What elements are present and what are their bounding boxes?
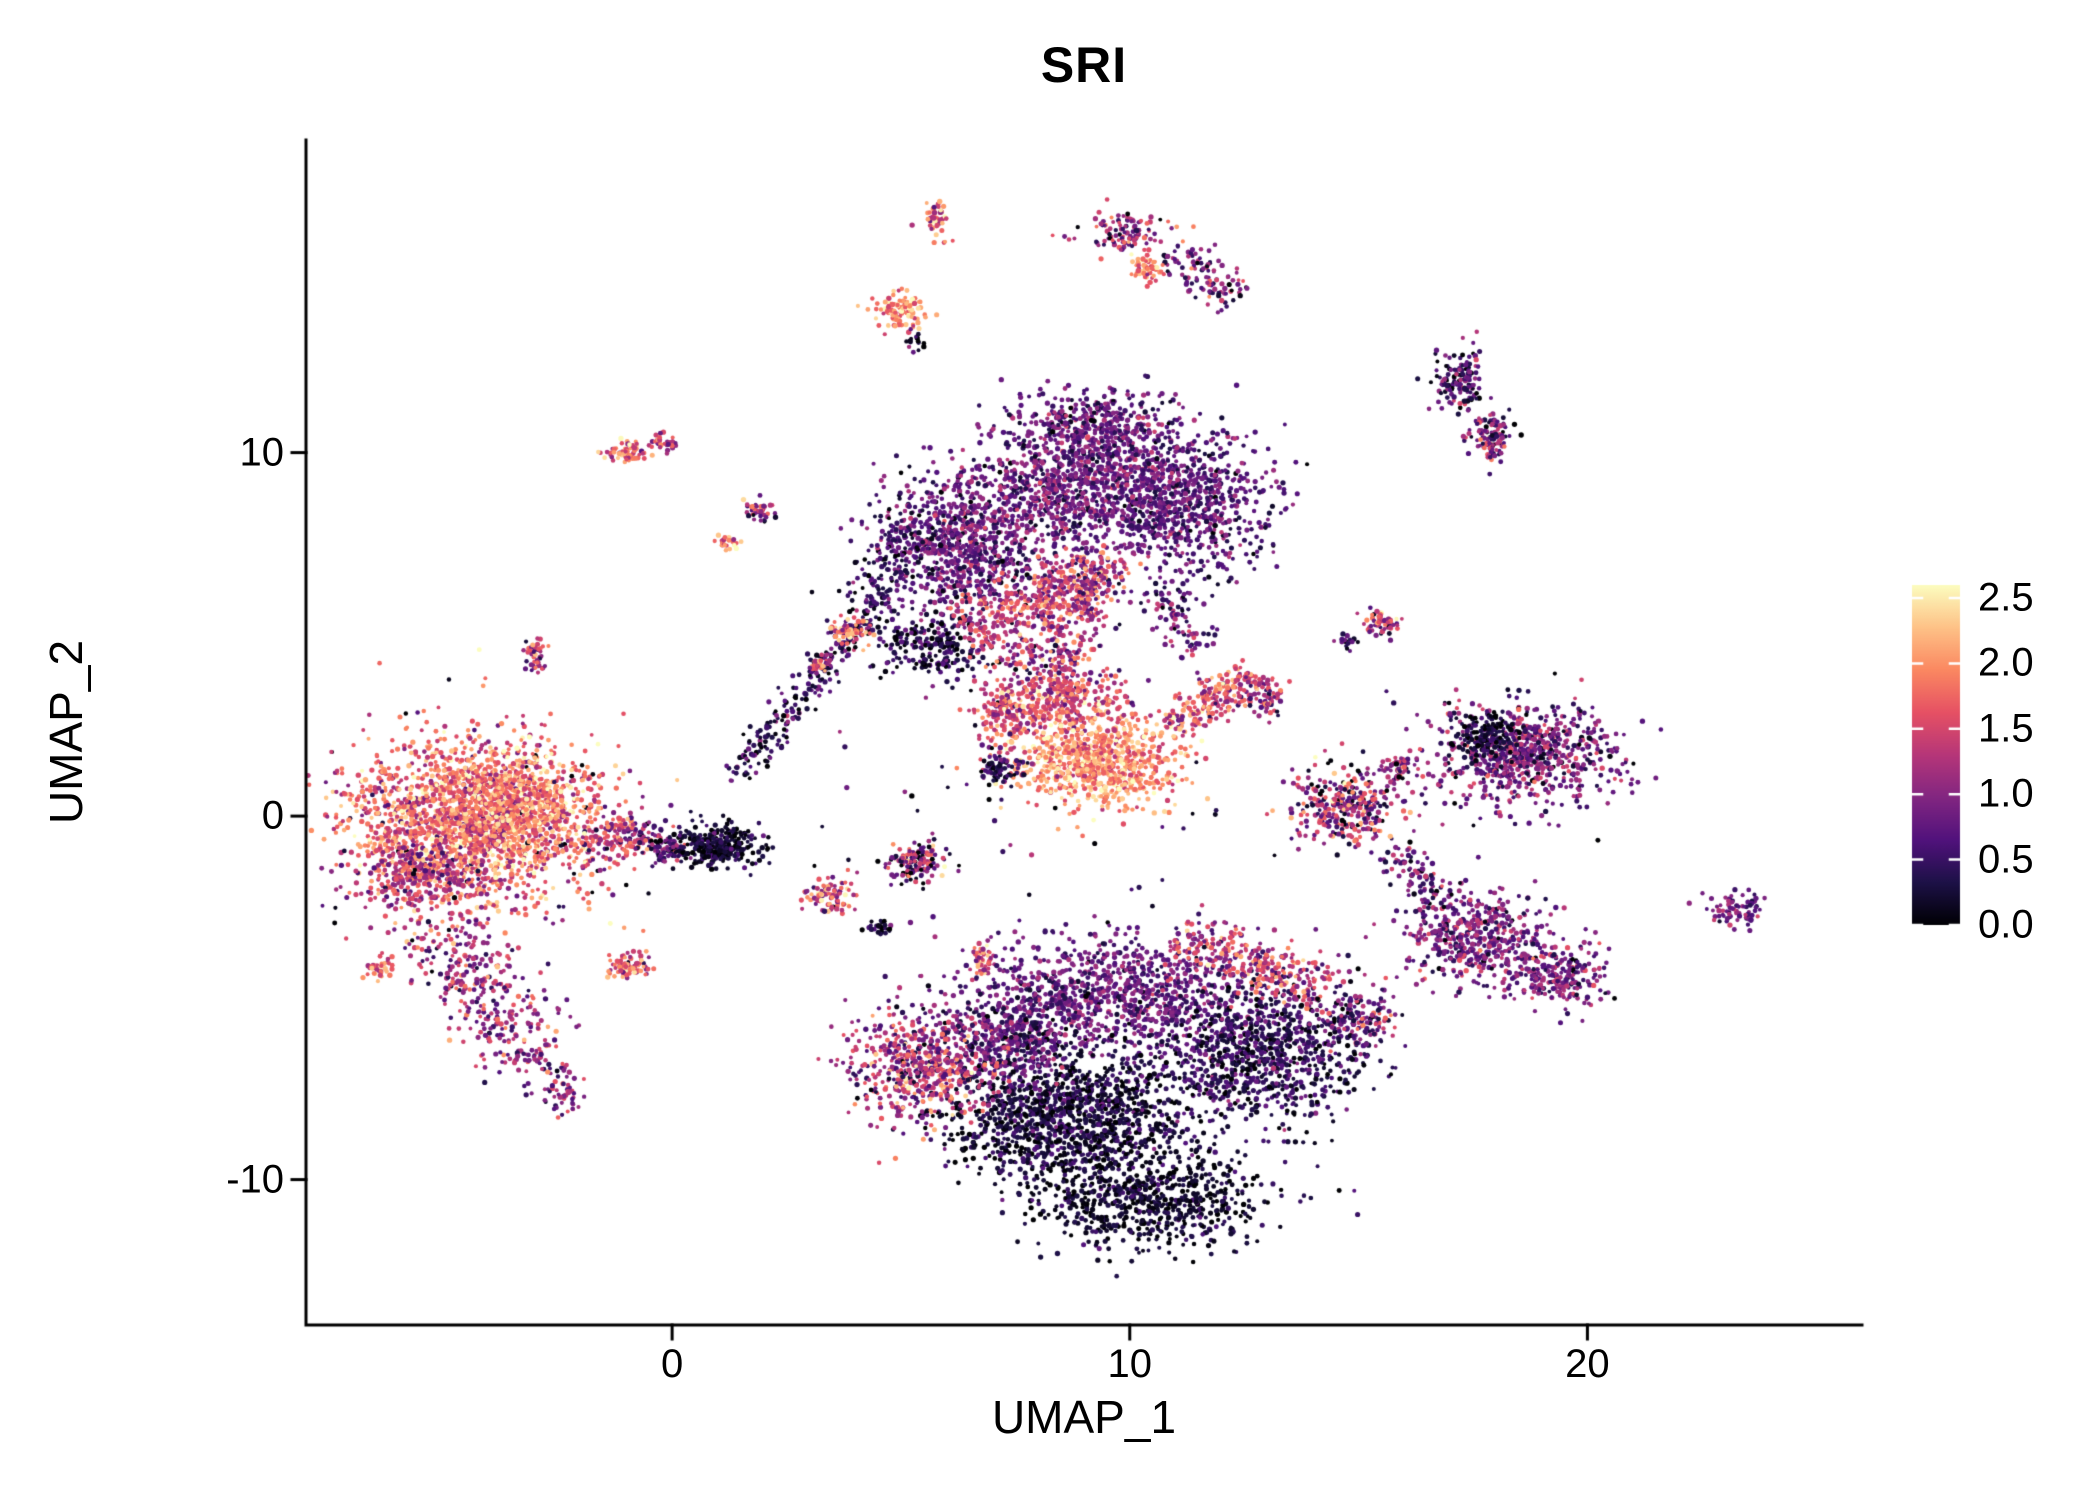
colorbar-tick-label: 2.0: [1978, 640, 2034, 685]
colorbar-tick-label: 0.0: [1978, 902, 2034, 947]
x-axis-label: UMAP_1: [991, 1391, 1177, 1443]
y-tick-label: 0: [261, 793, 284, 838]
y-tick-label: 10: [239, 430, 285, 475]
x-tick-label: 20: [1565, 1342, 1610, 1386]
colorbar-tick-label: 0.5: [1978, 837, 2034, 882]
colorbar-tick-label: 1.5: [1978, 706, 2034, 751]
y-axis-label: UMAP_2: [40, 639, 92, 825]
colorbar-tick-label: 1.0: [1978, 771, 2034, 816]
plot-title: SRI: [1040, 37, 1128, 93]
colorbar-tick-label: 2.5: [1978, 575, 2034, 620]
x-tick-label: 0: [660, 1342, 684, 1386]
y-tick-label: -10: [226, 1157, 284, 1202]
x-tick-label: 10: [1107, 1342, 1153, 1386]
